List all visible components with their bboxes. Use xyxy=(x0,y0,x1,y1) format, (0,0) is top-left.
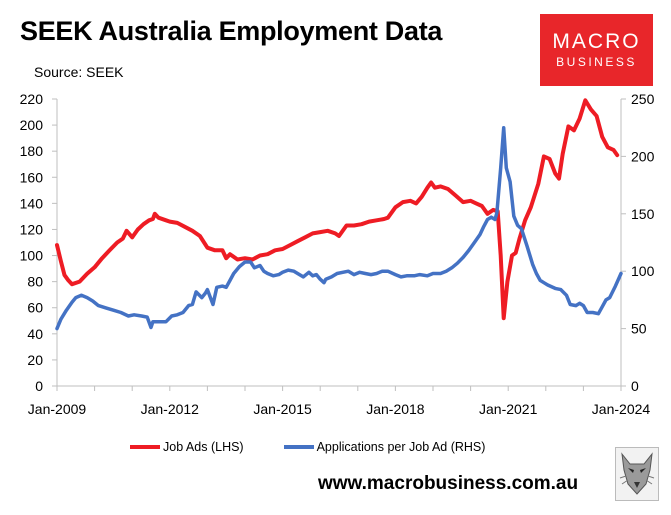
chart-source: Source: SEEK xyxy=(34,64,124,80)
legend-item-job-ads: Job Ads (LHS) xyxy=(130,440,244,454)
chart-axes: 0 20 40 60 80 100 120 140 160 180 200 220 0 50 100 150 2… xyxy=(20,91,655,417)
x-tick-label: Jan-2015 xyxy=(253,401,312,417)
y-left-tick-label: 140 xyxy=(20,195,44,211)
chart-series xyxy=(55,98,623,331)
y-left-tick-label: 120 xyxy=(20,221,44,237)
website-url[interactable]: www.macrobusiness.com.au xyxy=(318,473,579,494)
wolf-icon xyxy=(619,452,655,495)
wolf-logo-image xyxy=(615,447,659,501)
y-right-tick-label: 250 xyxy=(631,91,655,107)
x-tick-label: Jan-2009 xyxy=(28,401,87,417)
y-left-tick-label: 200 xyxy=(20,117,44,133)
logo-line-2: BUSINESS xyxy=(556,55,637,69)
y-right-tick-label: 50 xyxy=(631,321,647,337)
y-right-tick-label: 0 xyxy=(631,378,639,394)
legend-swatch-applications xyxy=(283,445,314,449)
y-right-tick-label: 100 xyxy=(631,263,655,279)
chart-title: SEEK Australia Employment Data xyxy=(20,16,443,46)
series-line-job-ads xyxy=(55,98,620,321)
macrobusiness-logo: MACRO BUSINESS xyxy=(540,14,653,86)
y-left-tick-label: 100 xyxy=(20,248,44,264)
logo-line-1: MACRO xyxy=(552,30,641,53)
chart-legend: Job Ads (LHS) Applications per Job Ad (R… xyxy=(130,440,525,454)
x-tick-label: Jan-2018 xyxy=(366,401,425,417)
y-left-tick-label: 0 xyxy=(35,378,43,394)
x-tick-label: Jan-2021 xyxy=(479,401,538,417)
legend-item-applications: Applications per Job Ad (RHS) xyxy=(283,440,486,454)
y-left-tick-label: 180 xyxy=(20,143,44,159)
y-left-tick-label: 40 xyxy=(27,326,43,342)
y-left-tick-label: 20 xyxy=(27,352,43,368)
y-left-tick-label: 160 xyxy=(20,169,44,185)
y-left-tick-label: 60 xyxy=(27,300,43,316)
y-right-tick-label: 150 xyxy=(631,206,655,222)
y-left-tick-label: 80 xyxy=(27,274,43,290)
y-right-tick-label: 200 xyxy=(631,148,655,164)
legend-swatch-job-ads xyxy=(130,445,160,449)
legend-label-job-ads: Job Ads (LHS) xyxy=(163,440,244,454)
y-left-tick-label: 220 xyxy=(20,91,44,107)
x-tick-label: Jan-2012 xyxy=(141,401,200,417)
x-tick-label: Jan-2024 xyxy=(592,401,651,417)
legend-label-applications: Applications per Job Ad (RHS) xyxy=(316,440,486,454)
series-line-applications xyxy=(55,125,623,331)
